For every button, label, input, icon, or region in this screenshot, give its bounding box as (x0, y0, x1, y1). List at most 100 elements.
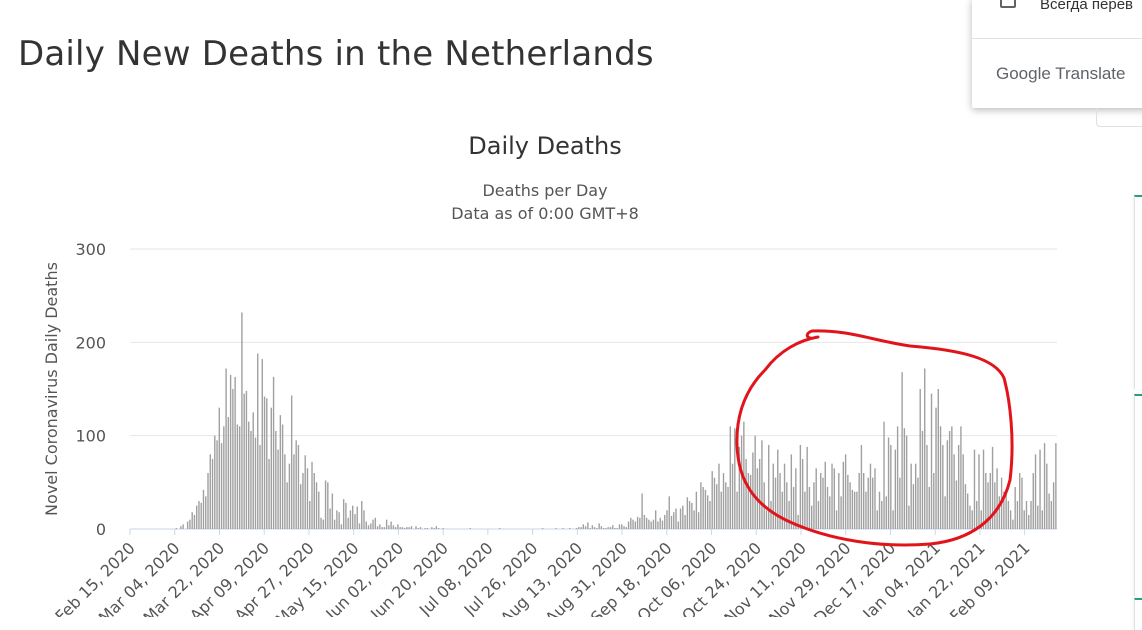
bar (801, 459, 804, 529)
bar (379, 524, 381, 529)
bar (829, 496, 831, 529)
bar (820, 473, 822, 529)
bar (781, 491, 783, 529)
bar (313, 473, 315, 529)
bar (234, 376, 236, 529)
bar (903, 428, 906, 529)
bar (349, 510, 352, 529)
bar (953, 454, 955, 529)
bar (842, 461, 845, 529)
bar (202, 489, 205, 529)
bar (589, 528, 591, 529)
bar (367, 525, 370, 529)
bar (254, 437, 257, 529)
bar (612, 525, 614, 529)
bar (910, 463, 912, 529)
bar (862, 473, 865, 529)
bar (770, 501, 772, 529)
bar (1055, 443, 1057, 529)
bar (345, 502, 347, 529)
bar (752, 452, 754, 529)
bar (765, 510, 768, 529)
bar (682, 505, 684, 529)
bar (797, 515, 799, 529)
bar (352, 505, 354, 529)
bar (365, 521, 367, 529)
bar (734, 428, 736, 529)
bar (700, 482, 702, 529)
bar (924, 368, 926, 529)
bar (327, 482, 329, 529)
bar (860, 445, 863, 529)
bar (946, 440, 949, 529)
bar (777, 449, 779, 529)
bar (815, 468, 817, 529)
bar (431, 527, 433, 529)
bar (374, 517, 377, 529)
bar (908, 505, 910, 529)
bar (223, 426, 225, 529)
bar (840, 496, 842, 529)
bar (218, 407, 221, 529)
bar (673, 512, 675, 529)
bar (652, 519, 655, 529)
bar (937, 389, 939, 529)
bar (498, 528, 501, 529)
bar (381, 527, 383, 529)
bar (618, 524, 621, 529)
bar (1039, 449, 1041, 529)
bar (336, 510, 338, 529)
bar (300, 484, 302, 529)
bar (562, 528, 564, 529)
always-translate-label: Всегда перев (1040, 0, 1134, 13)
bar (243, 393, 245, 529)
bar (883, 421, 885, 529)
bar (580, 527, 582, 529)
bar (397, 524, 399, 529)
bar (921, 431, 924, 529)
bar (792, 487, 795, 529)
bar (806, 446, 808, 529)
bar (257, 353, 259, 529)
bar (1041, 510, 1043, 529)
bar (783, 463, 786, 529)
bar (259, 445, 261, 529)
always-translate-checkbox[interactable] (1000, 0, 1016, 8)
bar (602, 528, 605, 529)
bar (740, 435, 743, 529)
bar (322, 519, 325, 529)
bar (976, 501, 978, 529)
bar (220, 443, 223, 529)
bar (657, 521, 659, 529)
bar (772, 463, 774, 529)
bar (385, 519, 388, 529)
bar (435, 526, 438, 529)
bar (582, 524, 585, 529)
bar (706, 495, 709, 529)
bar (768, 445, 770, 529)
bar (198, 501, 200, 529)
bar (1030, 501, 1032, 529)
bar (675, 508, 677, 529)
bar (939, 426, 942, 529)
always-translate-row[interactable]: Всегда перев (972, 0, 1142, 39)
side-panel-fragment-2 (1134, 394, 1142, 596)
bar (826, 487, 829, 529)
bar (810, 505, 813, 529)
bar (930, 393, 933, 529)
bar (729, 426, 731, 529)
bar (869, 463, 872, 529)
bar (591, 525, 594, 529)
bar (881, 501, 883, 529)
bar (774, 477, 777, 529)
bar (788, 501, 790, 529)
bar (363, 510, 365, 529)
y-tick-label: 0 (96, 520, 106, 539)
bar (641, 493, 643, 529)
bar (661, 520, 664, 529)
bar (867, 477, 869, 529)
bar (901, 372, 903, 529)
bar (541, 528, 544, 529)
bar (225, 368, 227, 529)
